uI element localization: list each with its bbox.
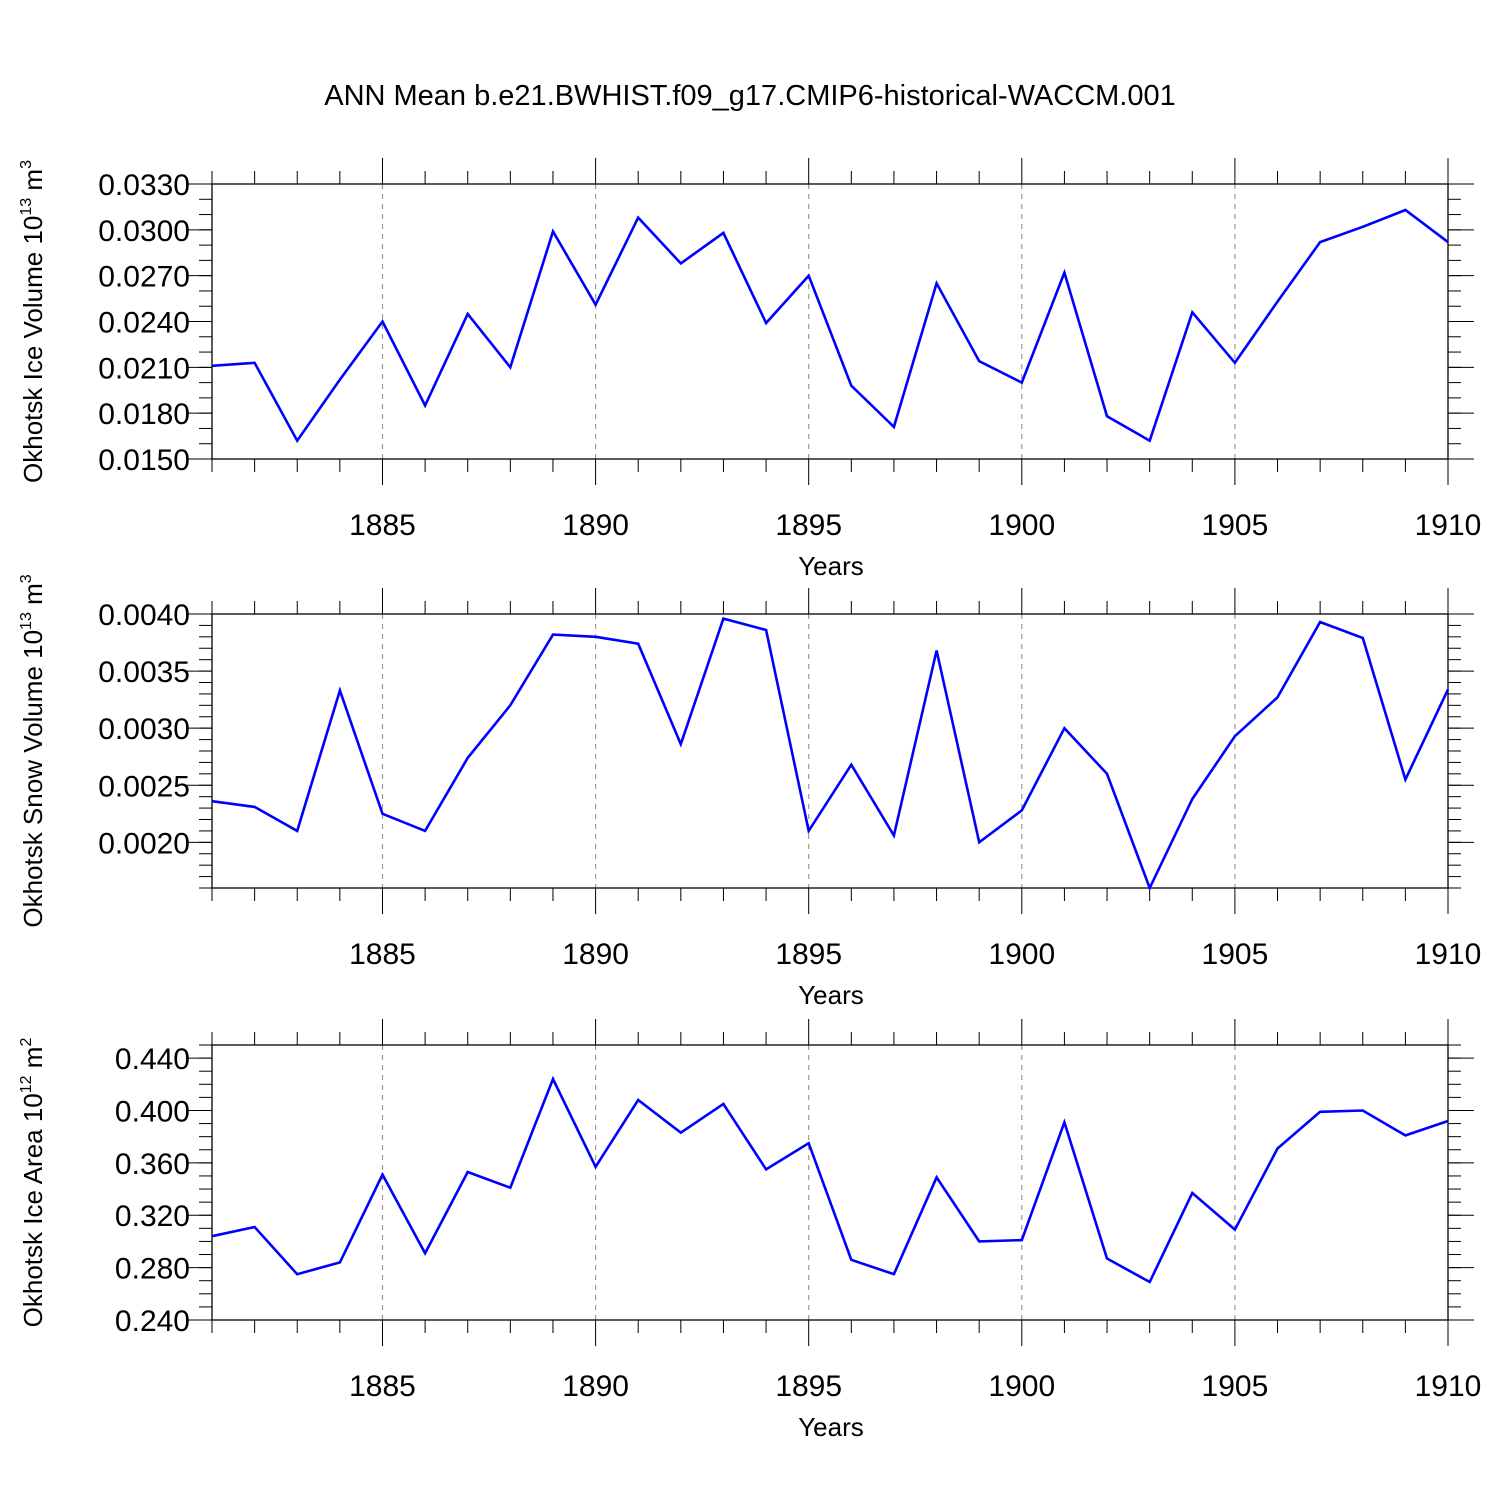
y-tick-label: 0.360 [115,1148,190,1181]
x-tick-label: 1910 [1415,509,1482,542]
x-tick-label: 1900 [988,1370,1055,1403]
x-tick-label: 1895 [775,509,842,542]
y-tick-label: 0.400 [115,1095,190,1128]
x-tick-label: 1905 [1202,1370,1269,1403]
y-tick-label: 0.440 [115,1043,190,1076]
series-line [211,617,1450,892]
y-tick-label: 0.0210 [98,352,190,385]
y-tick-label: 0.0270 [98,261,190,294]
y-tick-label: 0.0025 [98,770,190,803]
x-axis-label: Years [798,1412,864,1442]
y-tick-label: 0.0240 [98,307,190,340]
y-tick-label: 0.320 [115,1200,190,1233]
x-tick-label: 1905 [1202,509,1269,542]
y-tick-label: 0.0040 [98,599,190,632]
series-line [211,208,1449,444]
y-axis-label: Okhotsk Ice Volume 1013 m3 [18,160,48,483]
x-tick-label: 1885 [349,1370,416,1403]
x-tick-label: 1890 [562,509,629,542]
panel-snow-volume: 0.0020 0.0025 0.0030 0.0035 0.0040 1885 1890 18… [18,574,1481,1010]
plot-frame [211,613,1449,889]
y-tick-label: 0.0150 [98,444,190,477]
panel-ice-volume: 0.0150 0.0180 0.0210 0.0240 0.0270 0.0300 0.03… [18,158,1481,581]
y-axis-label: Okhotsk Snow Volume 1013 m3 [18,574,48,927]
x-tick-label: 1885 [349,938,416,971]
y-tick-label: 0.0035 [98,656,190,689]
x-tick-label: 1885 [349,509,416,542]
y-tick-label: 0.0330 [98,169,190,202]
x-tick-label: 1910 [1415,1370,1482,1403]
x-tick-label: 1895 [775,1370,842,1403]
x-tick-label: 1900 [988,938,1055,971]
x-axis-label: Years [798,980,864,1010]
y-tick-label: 0.280 [115,1253,190,1286]
y-tick-label: 0.0030 [98,713,190,746]
y-tick-label: 0.0300 [98,215,190,248]
x-tick-label: 1900 [988,509,1055,542]
x-tick-label: 1905 [1202,938,1269,971]
y-axis-label: Okhotsk Ice Area 1012 m2 [18,1038,48,1328]
x-tick-label: 1890 [562,1370,629,1403]
y-tick-label: 0.0180 [98,398,190,431]
panel-ice-area: 0.240 0.280 0.320 0.360 0.400 0.440 1885 1890 18… [18,1019,1481,1442]
x-tick-label: 1910 [1415,938,1482,971]
plot-frame [211,1044,1449,1321]
x-tick-label: 1895 [775,938,842,971]
y-tick-label: 0.240 [115,1305,190,1338]
series-line [211,1075,1449,1284]
y-tick-label: 0.0020 [98,827,190,860]
x-tick-label: 1890 [562,938,629,971]
x-axis-label: Years [798,551,864,581]
figure-title: ANN Mean b.e21.BWHIST.f09_g17.CMIP6-hist… [324,80,1176,112]
